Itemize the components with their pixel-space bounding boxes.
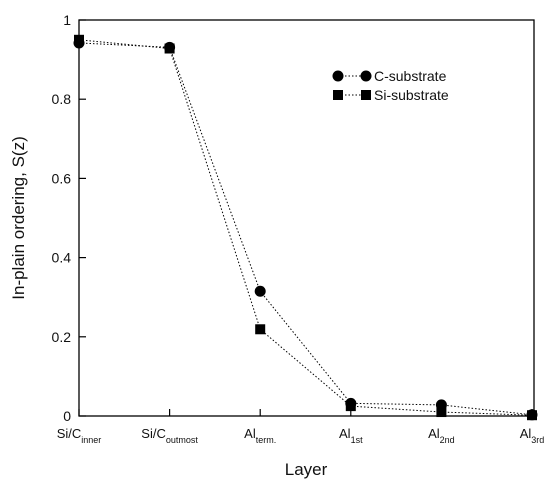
legend-marker — [332, 70, 344, 82]
y-tick-label: 1 — [63, 12, 71, 28]
series-line — [78, 42, 533, 416]
y-tick-label: 0 — [63, 408, 71, 424]
x-tick-label: Si/Coutmost — [141, 426, 198, 445]
legend-item: Si-substrate — [333, 87, 449, 103]
y-axis: 0 0.2 0.4 0.6 0.8 1 — [52, 12, 86, 424]
legend-marker — [333, 90, 343, 100]
data-point — [345, 401, 356, 412]
y-tick-label: 0.6 — [52, 170, 72, 186]
x-tick-label: Al1st — [339, 426, 363, 445]
legend: C-substrate Si-substrate — [332, 68, 449, 103]
series-line — [78, 39, 533, 416]
y-axis-label: In-plain ordering, S(z) — [9, 136, 28, 299]
plot-frame — [78, 19, 535, 417]
data-point — [164, 43, 175, 54]
data-point — [436, 407, 447, 418]
x-tick-label: Al2nd — [428, 426, 455, 445]
data-point — [255, 324, 266, 335]
series-c-substrate — [73, 37, 538, 421]
y-tick-label: 0.2 — [52, 329, 72, 345]
y-tick-label: 0.8 — [52, 91, 72, 107]
data-point — [74, 34, 84, 45]
y-tick-label: 0.4 — [52, 250, 72, 266]
data-point — [527, 410, 537, 421]
legend-label: C-substrate — [374, 68, 447, 84]
legend-item: C-substrate — [332, 68, 447, 84]
data-point — [254, 285, 266, 297]
x-axis-label: Layer — [285, 460, 328, 479]
legend-label: Si-substrate — [374, 87, 449, 103]
legend-marker — [361, 90, 371, 100]
x-axis: Si/Cinner Si/Coutmost Alterm. Al1st Al2nd Al3… — [57, 409, 545, 445]
series-si-substrate — [74, 34, 537, 421]
x-tick-label: Al3rd — [520, 426, 545, 445]
series-layer — [73, 34, 538, 421]
x-tick-label: Alterm. — [244, 426, 276, 445]
legend-marker — [360, 70, 372, 82]
x-tick-label: Si/Cinner — [57, 426, 102, 445]
